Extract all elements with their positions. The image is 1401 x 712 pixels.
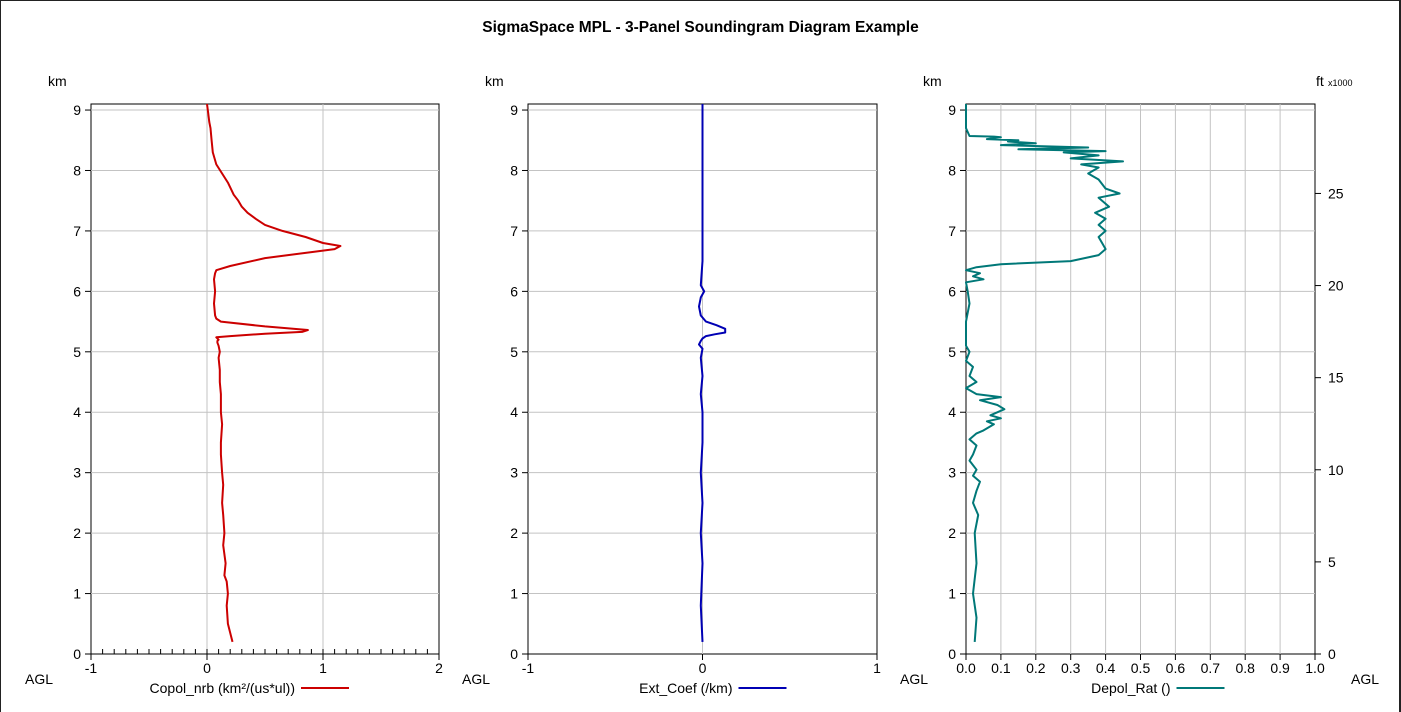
y2-axis-label: ft (1316, 73, 1324, 89)
x-tick-label: 0.6 (1166, 660, 1186, 676)
y-tick-label: 1 (948, 586, 956, 602)
y-tick-label: 7 (948, 223, 956, 239)
frame-top-border (0, 0, 1401, 1)
y-tick-label: 1 (73, 586, 81, 602)
y-tick-label: 7 (510, 223, 518, 239)
y-tick-label: 8 (73, 162, 81, 178)
x-tick-label: 0.4 (1096, 660, 1116, 676)
panel-1 (85, 103, 440, 689)
y-tick-label: 4 (948, 404, 956, 420)
y-axis-label: km (923, 73, 942, 89)
y-tick-label: 3 (948, 465, 956, 481)
y-tick-label: 0 (948, 646, 956, 662)
x-tick-label: 1 (319, 660, 327, 676)
y-tick-label: 5 (948, 344, 956, 360)
y-tick-label: 3 (73, 465, 81, 481)
y2-tick-label: 15 (1328, 370, 1344, 386)
y-tick-label: 1 (510, 586, 518, 602)
agl-label: AGL (25, 671, 53, 687)
x-tick-label: 1 (873, 660, 881, 676)
x-tick-label: 0.9 (1270, 660, 1290, 676)
y-tick-label: 7 (73, 223, 81, 239)
chart-title: SigmaSpace MPL - 3-Panel Soundingram Dia… (482, 19, 919, 36)
y-tick-label: 2 (73, 525, 81, 541)
x-tick-label: 0 (699, 660, 707, 676)
y-tick-label: 6 (948, 283, 956, 299)
agl-label-right: AGL (1351, 671, 1379, 687)
y-tick-label: 5 (73, 344, 81, 360)
y-axis-label: km (485, 73, 504, 89)
y-tick-label: 6 (73, 283, 81, 299)
y-tick-label: 2 (948, 525, 956, 541)
panel-3 (960, 103, 1321, 689)
y-tick-label: 6 (510, 283, 518, 299)
x-tick-label: -1 (85, 660, 98, 676)
x-tick-label: 0.3 (1061, 660, 1081, 676)
agl-label: AGL (900, 671, 928, 687)
y-tick-label: 9 (73, 102, 81, 118)
y-tick-label: 4 (510, 404, 518, 420)
y2-tick-label: 0 (1328, 646, 1336, 662)
legend-label: Ext_Coef (/km) (639, 680, 732, 696)
y-tick-label: 9 (948, 102, 956, 118)
series-line-1 (206, 103, 342, 643)
x-tick-label: 0 (203, 660, 211, 676)
y2-tick-label: 20 (1328, 278, 1344, 294)
x-tick-label: 0.0 (956, 660, 976, 676)
y-tick-label: 8 (948, 162, 956, 178)
x-tick-label: 2 (435, 660, 443, 676)
y2-tick-label: 10 (1328, 462, 1344, 478)
x-tick-label: 0.5 (1131, 660, 1151, 676)
y2-unit-label: x1000 (1328, 78, 1353, 88)
plot-area-1 (90, 103, 440, 655)
x-tick-label: 1.0 (1305, 660, 1325, 676)
y-tick-label: 0 (510, 646, 518, 662)
y-tick-label: 3 (510, 465, 518, 481)
y-tick-label: 5 (510, 344, 518, 360)
y-tick-label: 9 (510, 102, 518, 118)
y2-tick-label: 25 (1328, 185, 1344, 201)
y-tick-label: 8 (510, 162, 518, 178)
x-tick-label: 0.2 (1026, 660, 1046, 676)
legend-label: Depol_Rat () (1091, 680, 1170, 696)
legend-label: Copol_nrb (km²/(us*ul)) (150, 680, 295, 696)
y2-tick-label: 5 (1328, 554, 1336, 570)
series-line-3 (965, 104, 1124, 642)
frame-right-border (1399, 0, 1401, 712)
y-tick-label: 2 (510, 525, 518, 541)
y-tick-label: 4 (73, 404, 81, 420)
panel-2 (522, 103, 878, 689)
y-tick-label: 0 (73, 646, 81, 662)
frame-left-border (0, 0, 1, 712)
x-tick-label: 0.7 (1201, 660, 1221, 676)
x-tick-label: 0.8 (1235, 660, 1255, 676)
x-tick-label: -1 (522, 660, 535, 676)
series-line-2 (698, 104, 727, 642)
y-axis-label: km (48, 73, 67, 89)
x-tick-label: 0.1 (991, 660, 1011, 676)
agl-label: AGL (462, 671, 490, 687)
